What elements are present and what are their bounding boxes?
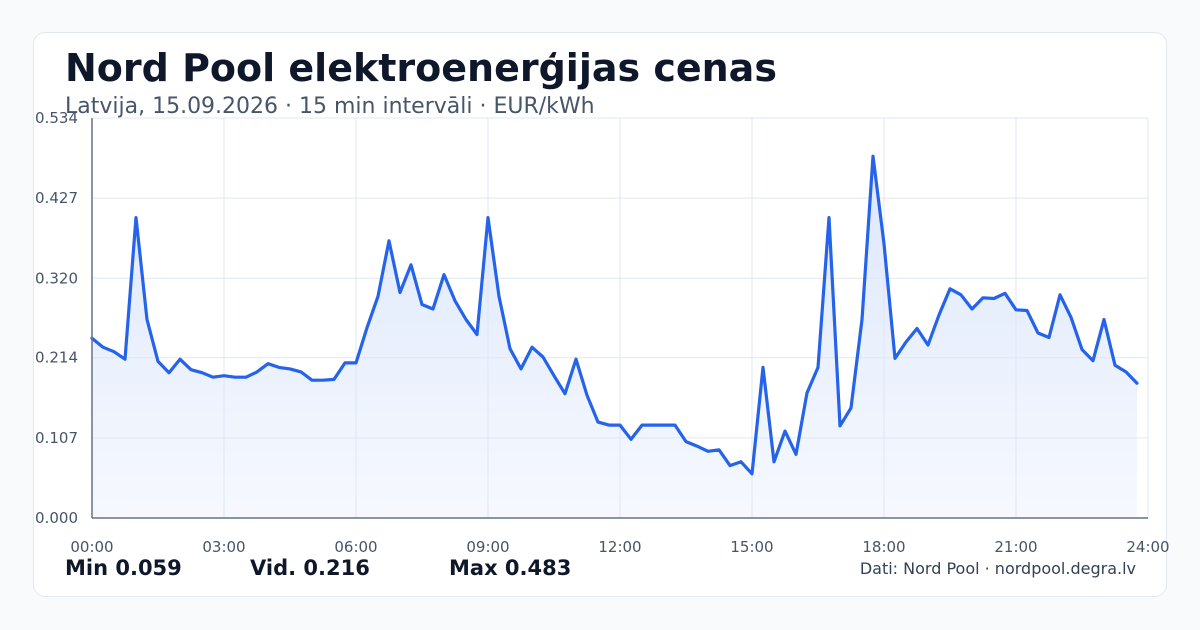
x-tick-label: 24:00 [1126, 538, 1169, 556]
y-tick-label: 0.214 [35, 349, 78, 367]
x-tick-label: 12:00 [598, 538, 641, 556]
x-tick-label: 15:00 [730, 538, 773, 556]
y-tick-label: 0.534 [35, 109, 78, 127]
stat-min: Min 0.059 [65, 556, 182, 580]
x-tick-label: 09:00 [466, 538, 509, 556]
chart-title: Nord Pool elektroenerģijas cenas [65, 46, 777, 90]
price-area [92, 156, 1137, 518]
x-tick-label: 06:00 [334, 538, 377, 556]
y-tick-label: 0.107 [35, 429, 78, 447]
data-source: Dati: Nord Pool · nordpool.degra.lv [859, 559, 1136, 578]
x-tick-label: 03:00 [202, 538, 245, 556]
x-tick-label: 00:00 [70, 538, 113, 556]
x-tick-label: 21:00 [994, 538, 1037, 556]
y-tick-label: 0.427 [35, 189, 78, 207]
price-line [90, 154, 1139, 476]
x-tick-label: 18:00 [862, 538, 905, 556]
y-tick-label: 0.000 [35, 509, 78, 527]
stat-avg: Vid. 0.216 [250, 556, 370, 580]
chart-subtitle: Latvija, 15.09.2026 · 15 min intervāli ·… [65, 94, 595, 119]
stat-max: Max 0.483 [449, 556, 572, 580]
y-tick-label: 0.320 [35, 269, 78, 287]
